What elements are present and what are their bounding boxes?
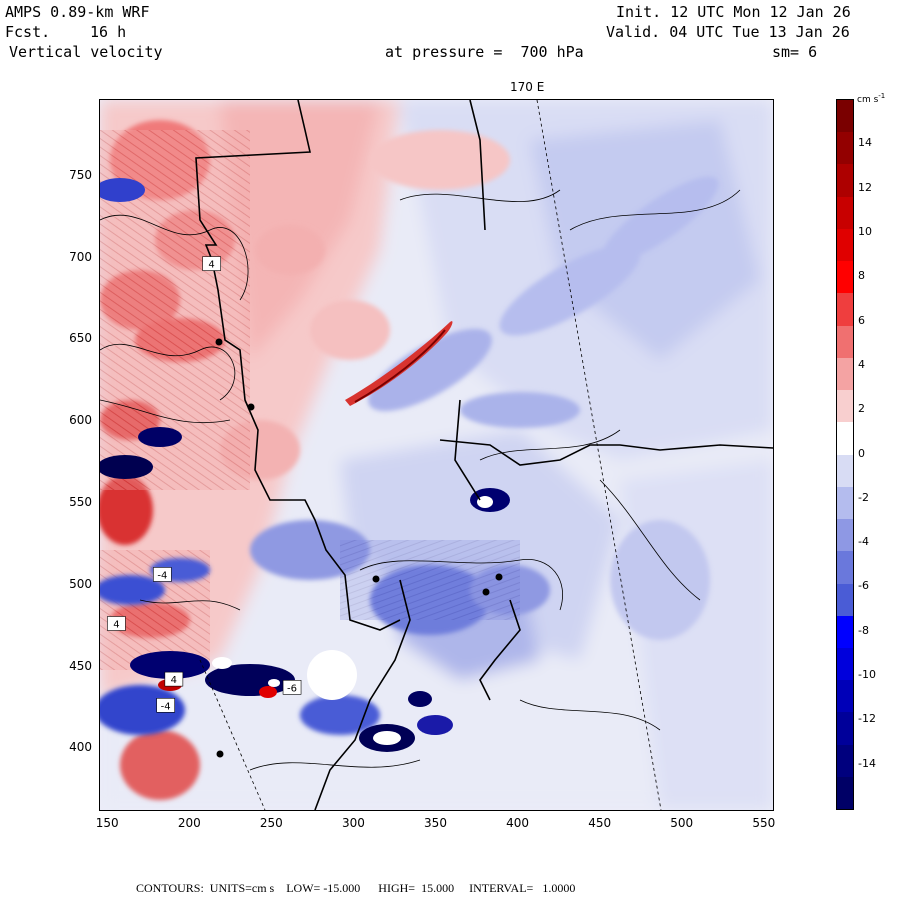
contour-label: -6 (287, 683, 297, 694)
colorbar-segment (837, 100, 853, 133)
strong-cells (100, 178, 510, 752)
x-tick-label: 150 (95, 816, 119, 830)
y-tick-label: 500 (69, 576, 92, 591)
contour-label: 4 (208, 260, 214, 271)
contour-info: CONTOURS: UNITS=cm s LOW= -15.000 HIGH= … (136, 881, 576, 895)
y-tick-label: 450 (69, 658, 92, 673)
colorbar-label: -10 (858, 668, 876, 682)
contour-label-box (202, 256, 221, 271)
colorbar-segment (837, 776, 853, 810)
contour-value-labels: 4 -4 4 4 -4 -6 (107, 256, 302, 713)
colorbar-segment (837, 228, 853, 262)
colorbar-segment (837, 551, 853, 584)
contour-label-box (107, 616, 126, 631)
colorbar-segment (837, 390, 853, 423)
model-title: AMPS 0.89-km WRF (5, 3, 150, 21)
contour-label: 4 (113, 620, 119, 631)
colorbar-units: cm s-1 (857, 92, 885, 105)
colorbar-segment (837, 293, 853, 326)
y-tick-label: 600 (69, 413, 92, 428)
colorbar-segment (837, 261, 853, 294)
colorbar-segment (837, 712, 853, 745)
y-tick-label: 700 (69, 249, 92, 264)
meridian-label: 170 E (510, 80, 545, 94)
x-tick-label: 350 (424, 816, 447, 830)
contour-label-box (153, 567, 172, 582)
colorbar-segment (837, 454, 853, 487)
colorbar-segment (837, 647, 853, 681)
field-name: Vertical velocity (9, 43, 163, 61)
x-tick-label: 400 (506, 816, 530, 830)
colorbar-label: 0 (858, 446, 865, 460)
colorbar-segment (837, 357, 853, 391)
colorbar-segment (837, 744, 853, 777)
y-tick-label: 650 (69, 331, 92, 346)
colorbar-segment (837, 325, 853, 358)
colorbar-label: 2 (858, 402, 865, 416)
x-tick-label: 450 (588, 816, 612, 830)
colorbar-label: 10 (858, 224, 872, 238)
meridian-line (536, 100, 662, 810)
station-markers (215, 338, 503, 758)
contour-label: -4 (161, 701, 171, 712)
updraft-band (345, 321, 453, 406)
pressure-level: at pressure = 700 hPa (385, 43, 584, 61)
vertical-velocity-field: 4 -4 4 4 -4 -6 (100, 100, 773, 810)
colorbar-label: 8 (858, 269, 865, 283)
x-tick-label: 200 (177, 816, 201, 830)
colorbar-label: 6 (858, 313, 865, 327)
colorbar-segment (837, 583, 853, 616)
colorbar-segment (837, 519, 853, 552)
forecast-hour: 16 h (90, 23, 127, 41)
valid-time: Valid. 04 UTC Tue 13 Jan 26 (606, 23, 850, 41)
contour-label-box (164, 671, 184, 687)
colorbar-label: -14 (858, 756, 876, 770)
colorbar-units-exp: -1 (878, 92, 886, 100)
x-tick-label: 250 (259, 816, 283, 830)
colorbar (836, 99, 854, 810)
contour-label: 4 (171, 675, 177, 686)
colorbar-segment (837, 615, 853, 648)
contour-label-box (282, 680, 302, 695)
colorbar-segment (837, 680, 853, 713)
colorbar-label: 12 (858, 180, 872, 194)
colorbar-label: 4 (858, 357, 865, 371)
colorbar-label: -6 (858, 579, 869, 593)
colorbar-segment (837, 422, 853, 455)
x-tick-label: 500 (670, 816, 694, 830)
colorbar-label: -4 (858, 535, 869, 549)
y-tick-label: 400 (69, 740, 92, 755)
map-plot[interactable]: 4 -4 4 4 -4 -6 (99, 99, 774, 811)
colorbar-segment (837, 132, 853, 165)
smoothing-value: sm= 6 (772, 43, 818, 61)
y-tick-label: 750 (69, 167, 92, 182)
colorbar-segment (837, 164, 853, 197)
x-tick-label: 550 (752, 816, 776, 830)
colorbar-segment (837, 486, 853, 520)
x-tick-label: 300 (341, 816, 365, 830)
coastline (195, 100, 773, 810)
colorbar-label: -8 (858, 623, 869, 637)
colorbar-label: 14 (858, 136, 872, 150)
init-time: Init. 12 UTC Mon 12 Jan 26 (616, 3, 851, 21)
colorbar-label: -2 (858, 490, 869, 504)
colorbar-segment (837, 196, 853, 229)
contour-label: -4 (157, 570, 167, 581)
contour-label-box (156, 697, 175, 713)
forecast-label: Fcst. (5, 23, 51, 41)
y-tick-label: 550 (69, 495, 92, 510)
colorbar-label: -12 (858, 712, 876, 726)
colorbar-units-text: cm s (857, 95, 879, 105)
